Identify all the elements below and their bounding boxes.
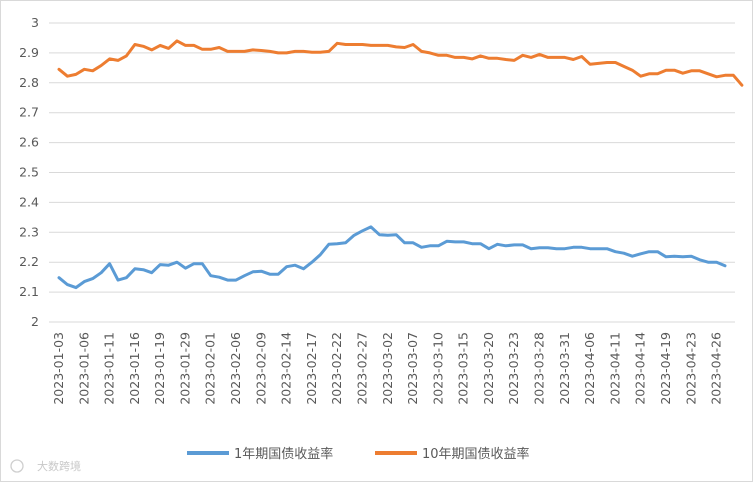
x-tick-label: 2023-02-14: [279, 332, 294, 405]
x-tick-label: 2023-01-16: [127, 332, 142, 405]
x-tick-label: 2023-01-06: [76, 332, 91, 405]
x-tick-label: 2023-03-10: [430, 332, 445, 405]
x-tick-label: 2023-03-31: [557, 332, 572, 405]
y-tick-label: 2.4: [19, 194, 39, 209]
y-tick-label: 2.6: [19, 135, 39, 150]
y-tick-label: 2.9: [19, 45, 39, 60]
x-tick-label: 2023-03-02: [380, 332, 395, 405]
x-axis-tick-labels: 2023-01-03 2023-01-06 2023-01-11 2023-01-16…: [51, 332, 724, 405]
y-axis-tick-labels: 2 2.1 2.2 2.3 2.4 2.5 2.6 2.7 2.8 2.9 3: [19, 15, 39, 329]
y-tick-label: 2.5: [19, 165, 39, 180]
x-tick-label: 2023-02-01: [203, 332, 218, 405]
x-tick-label: 2023-04-14: [633, 332, 648, 405]
x-tick-label: 2023-02-27: [354, 332, 369, 405]
x-tick-label: 2023-02-22: [329, 332, 344, 405]
x-tick-label: 2023-03-07: [405, 332, 420, 405]
x-tick-label: 2023-04-11: [607, 332, 622, 405]
x-tick-label: 2023-03-20: [481, 332, 496, 405]
x-tick-label: 2023-03-28: [532, 332, 547, 405]
legend-label-10y: 10年期国债收益率: [422, 446, 530, 462]
y-tick-label: 2.1: [19, 284, 39, 299]
series-lines: [57, 39, 744, 290]
x-tick-label: 2023-04-23: [683, 332, 698, 405]
x-tick-label: 2023-04-06: [582, 332, 597, 405]
y-tick-label: 2.2: [19, 254, 39, 269]
x-tick-label: 2023-01-19: [152, 332, 167, 405]
legend-label-1y: 1年期国债收益率: [234, 446, 333, 462]
legend: 1年期国债收益率 10年期国债收益率: [187, 446, 530, 462]
y-tick-label: 3: [31, 15, 39, 30]
x-tick-label: 2023-04-26: [709, 332, 724, 405]
y-tick-label: 2.7: [19, 105, 39, 120]
x-tick-label: 2023-03-15: [456, 332, 471, 405]
y-tick-label: 2.3: [19, 224, 39, 239]
y-tick-label: 2: [31, 314, 39, 329]
watermark-text: 大数跨境: [37, 459, 81, 473]
x-tick-label: 2023-01-03: [51, 332, 66, 405]
x-tick-label: 2023-01-11: [102, 332, 117, 405]
x-tick-label: 2023-03-23: [506, 332, 521, 405]
series-line-10y: [57, 39, 744, 87]
gridlines: [49, 22, 735, 323]
series-line-1y: [57, 225, 727, 290]
watermark: 大数跨境: [10, 459, 81, 473]
watermark-logo-icon: [10, 459, 24, 473]
x-tick-label: 2023-02-09: [253, 332, 268, 405]
x-tick-label: 2023-02-17: [304, 332, 319, 405]
x-tick-label: 2023-04-19: [658, 332, 673, 405]
y-tick-label: 2.8: [19, 75, 39, 90]
x-tick-label: 2023-01-29: [177, 332, 192, 405]
x-tick-label: 2023-02-06: [228, 332, 243, 405]
